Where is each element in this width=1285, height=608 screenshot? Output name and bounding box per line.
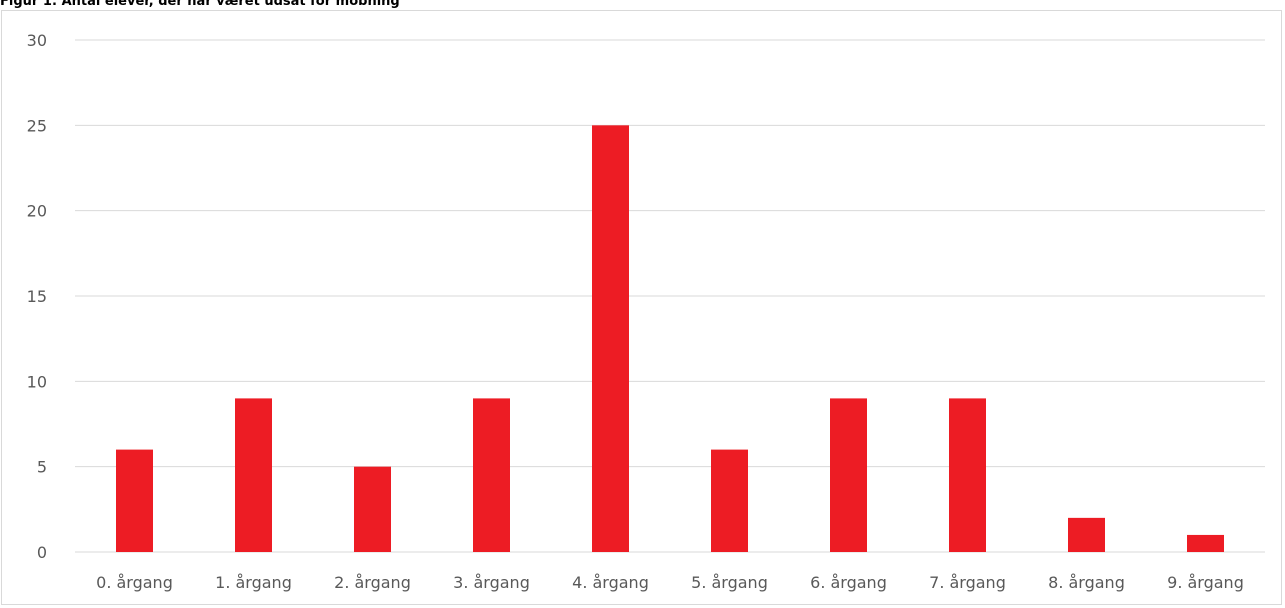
y-tick-label: 0 (37, 543, 47, 562)
bars (116, 125, 1224, 552)
y-tick-label: 20 (27, 202, 47, 221)
x-tick-label: 2. årgang (334, 573, 411, 592)
gridlines (75, 39, 1265, 553)
x-tick-label: 9. årgang (1167, 573, 1244, 592)
y-axis-ticks: 0 5 10 15 20 25 30 (27, 31, 47, 562)
y-tick-label: 25 (27, 116, 47, 135)
y-tick-label: 30 (27, 31, 47, 50)
chart-title: Figur 1: Antal elever, der har været uds… (0, 0, 400, 9)
x-tick-label: 7. årgang (929, 573, 1006, 592)
bar (592, 125, 629, 552)
x-tick-label: 3. årgang (453, 573, 530, 592)
bar (949, 398, 986, 552)
bar (235, 398, 272, 552)
chart-frame (1, 10, 1282, 605)
y-tick-label: 15 (27, 287, 47, 306)
x-tick-label: 4. årgang (572, 573, 649, 592)
bar (711, 449, 748, 552)
x-tick-label: 0. årgang (96, 573, 173, 592)
y-tick-label: 10 (27, 372, 47, 391)
bar (1068, 517, 1105, 552)
x-axis-ticks: 0. årgang 1. årgang 2. årgang 3. årgang 4. å… (96, 573, 1244, 592)
bar (116, 449, 153, 552)
bar (354, 466, 391, 552)
x-tick-label: 1. årgang (215, 573, 292, 592)
bar (1187, 534, 1224, 552)
x-tick-label: 5. årgang (691, 573, 768, 592)
bar (830, 398, 867, 552)
x-tick-label: 6. årgang (810, 573, 887, 592)
bar (473, 398, 510, 552)
y-tick-label: 5 (37, 458, 47, 477)
x-tick-label: 8. årgang (1048, 573, 1125, 592)
